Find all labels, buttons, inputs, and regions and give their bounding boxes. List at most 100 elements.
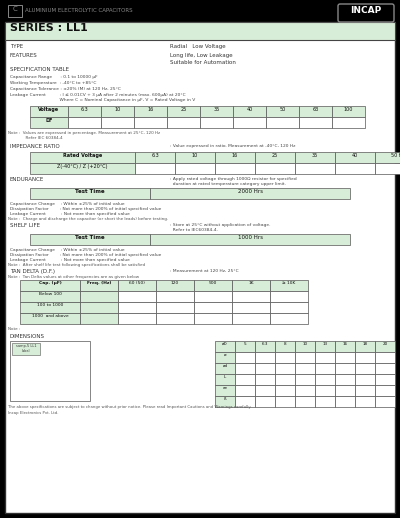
FancyBboxPatch shape (215, 363, 235, 374)
FancyBboxPatch shape (375, 363, 395, 374)
Text: 1000 Hrs: 1000 Hrs (238, 235, 262, 240)
FancyBboxPatch shape (270, 280, 308, 291)
FancyBboxPatch shape (167, 106, 200, 117)
Text: Note :: Note : (8, 327, 20, 331)
FancyBboxPatch shape (235, 385, 255, 396)
FancyBboxPatch shape (30, 188, 150, 199)
FancyBboxPatch shape (232, 302, 270, 313)
FancyBboxPatch shape (255, 163, 295, 174)
FancyBboxPatch shape (275, 352, 295, 363)
FancyBboxPatch shape (295, 352, 315, 363)
FancyBboxPatch shape (375, 341, 395, 352)
Text: Test Time: Test Time (75, 235, 105, 240)
Text: DF: DF (45, 118, 53, 123)
Text: Refer to IEC60384-4.: Refer to IEC60384-4. (170, 228, 218, 232)
FancyBboxPatch shape (299, 117, 332, 128)
FancyBboxPatch shape (80, 291, 118, 302)
FancyBboxPatch shape (20, 302, 80, 313)
FancyBboxPatch shape (215, 352, 235, 363)
FancyBboxPatch shape (118, 280, 156, 291)
Text: ø: ø (224, 353, 226, 357)
Text: Radial   Low Voltage: Radial Low Voltage (170, 44, 226, 49)
FancyBboxPatch shape (101, 117, 134, 128)
FancyBboxPatch shape (335, 341, 355, 352)
Text: Rated Voltage: Rated Voltage (63, 153, 102, 158)
Text: Leakage Current           : Not more than specified value: Leakage Current : Not more than specifie… (10, 258, 130, 262)
FancyBboxPatch shape (255, 152, 295, 163)
Text: Freq. (Hz): Freq. (Hz) (87, 281, 111, 285)
Text: ALUMINIUM ELECTROLYTIC CAPACITORS: ALUMINIUM ELECTROLYTIC CAPACITORS (25, 8, 133, 13)
Text: æ: æ (223, 386, 227, 390)
FancyBboxPatch shape (194, 302, 232, 313)
FancyBboxPatch shape (255, 396, 275, 407)
Text: 18: 18 (362, 342, 368, 346)
FancyBboxPatch shape (0, 0, 400, 22)
Text: SPECIFICATION TABLE: SPECIFICATION TABLE (10, 67, 69, 72)
FancyBboxPatch shape (335, 152, 375, 163)
FancyBboxPatch shape (255, 374, 275, 385)
Text: 1000  and above: 1000 and above (32, 314, 68, 318)
FancyBboxPatch shape (150, 188, 350, 199)
FancyBboxPatch shape (355, 341, 375, 352)
Text: 13: 13 (322, 342, 328, 346)
FancyBboxPatch shape (355, 363, 375, 374)
FancyBboxPatch shape (332, 117, 365, 128)
FancyBboxPatch shape (194, 313, 232, 324)
Text: Leakage Current          : I ≤ 0.01CV + 3 µA after 2 minutes (max. 600µA) at 20°: Leakage Current : I ≤ 0.01CV + 3 µA afte… (10, 93, 186, 97)
FancyBboxPatch shape (215, 341, 235, 352)
FancyBboxPatch shape (30, 106, 68, 117)
FancyBboxPatch shape (235, 352, 255, 363)
Text: 16: 16 (342, 342, 348, 346)
FancyBboxPatch shape (5, 22, 395, 40)
FancyBboxPatch shape (233, 106, 266, 117)
FancyBboxPatch shape (270, 302, 308, 313)
FancyBboxPatch shape (315, 374, 335, 385)
Text: 100: 100 (344, 107, 353, 112)
FancyBboxPatch shape (355, 396, 375, 407)
Text: 6.3: 6.3 (81, 107, 88, 112)
FancyBboxPatch shape (255, 352, 275, 363)
Text: duration at rated temperature category upper limit.: duration at rated temperature category u… (170, 182, 286, 186)
FancyBboxPatch shape (275, 363, 295, 374)
FancyBboxPatch shape (30, 163, 135, 174)
Text: Below 100: Below 100 (38, 292, 62, 296)
FancyBboxPatch shape (315, 352, 335, 363)
FancyBboxPatch shape (232, 280, 270, 291)
FancyBboxPatch shape (255, 363, 275, 374)
Text: 60 (50): 60 (50) (129, 281, 145, 285)
Text: SERIES : LL1: SERIES : LL1 (10, 23, 88, 33)
FancyBboxPatch shape (335, 374, 355, 385)
FancyBboxPatch shape (68, 117, 101, 128)
FancyBboxPatch shape (295, 385, 315, 396)
FancyBboxPatch shape (315, 341, 335, 352)
FancyBboxPatch shape (332, 106, 365, 117)
Text: DIMENSIONS: DIMENSIONS (10, 334, 45, 339)
Text: 63: 63 (312, 107, 319, 112)
FancyBboxPatch shape (295, 374, 315, 385)
FancyBboxPatch shape (295, 163, 335, 174)
FancyBboxPatch shape (315, 363, 335, 374)
Text: 10: 10 (302, 342, 308, 346)
FancyBboxPatch shape (235, 363, 255, 374)
FancyBboxPatch shape (375, 374, 395, 385)
Text: FEATURES: FEATURES (10, 53, 38, 58)
Text: 1K: 1K (248, 281, 254, 285)
Text: 40: 40 (352, 153, 358, 158)
Text: IMPEDANCE RATIO: IMPEDANCE RATIO (10, 144, 60, 149)
FancyBboxPatch shape (12, 343, 40, 355)
Text: L: L (224, 375, 226, 379)
Text: Working Temperature  : -40°C to +85°C: Working Temperature : -40°C to +85°C (10, 81, 96, 85)
Text: Cap. (µF): Cap. (µF) (39, 281, 61, 285)
FancyBboxPatch shape (235, 396, 255, 407)
FancyBboxPatch shape (335, 352, 355, 363)
FancyBboxPatch shape (299, 106, 332, 117)
FancyBboxPatch shape (215, 374, 235, 385)
Text: 2000 Hrs: 2000 Hrs (238, 189, 262, 194)
Text: The above specifications are subject to change without prior notice. Please read: The above specifications are subject to … (8, 405, 251, 409)
FancyBboxPatch shape (215, 385, 235, 396)
Text: Capacitance Range      : 0.1 to 10000 µF: Capacitance Range : 0.1 to 10000 µF (10, 75, 98, 79)
Text: 8: 8 (284, 342, 286, 346)
FancyBboxPatch shape (134, 117, 167, 128)
Text: Note :  Tan Delta values at other frequencies are as given below: Note : Tan Delta values at other frequen… (8, 275, 139, 279)
Text: TYPE: TYPE (10, 44, 23, 49)
